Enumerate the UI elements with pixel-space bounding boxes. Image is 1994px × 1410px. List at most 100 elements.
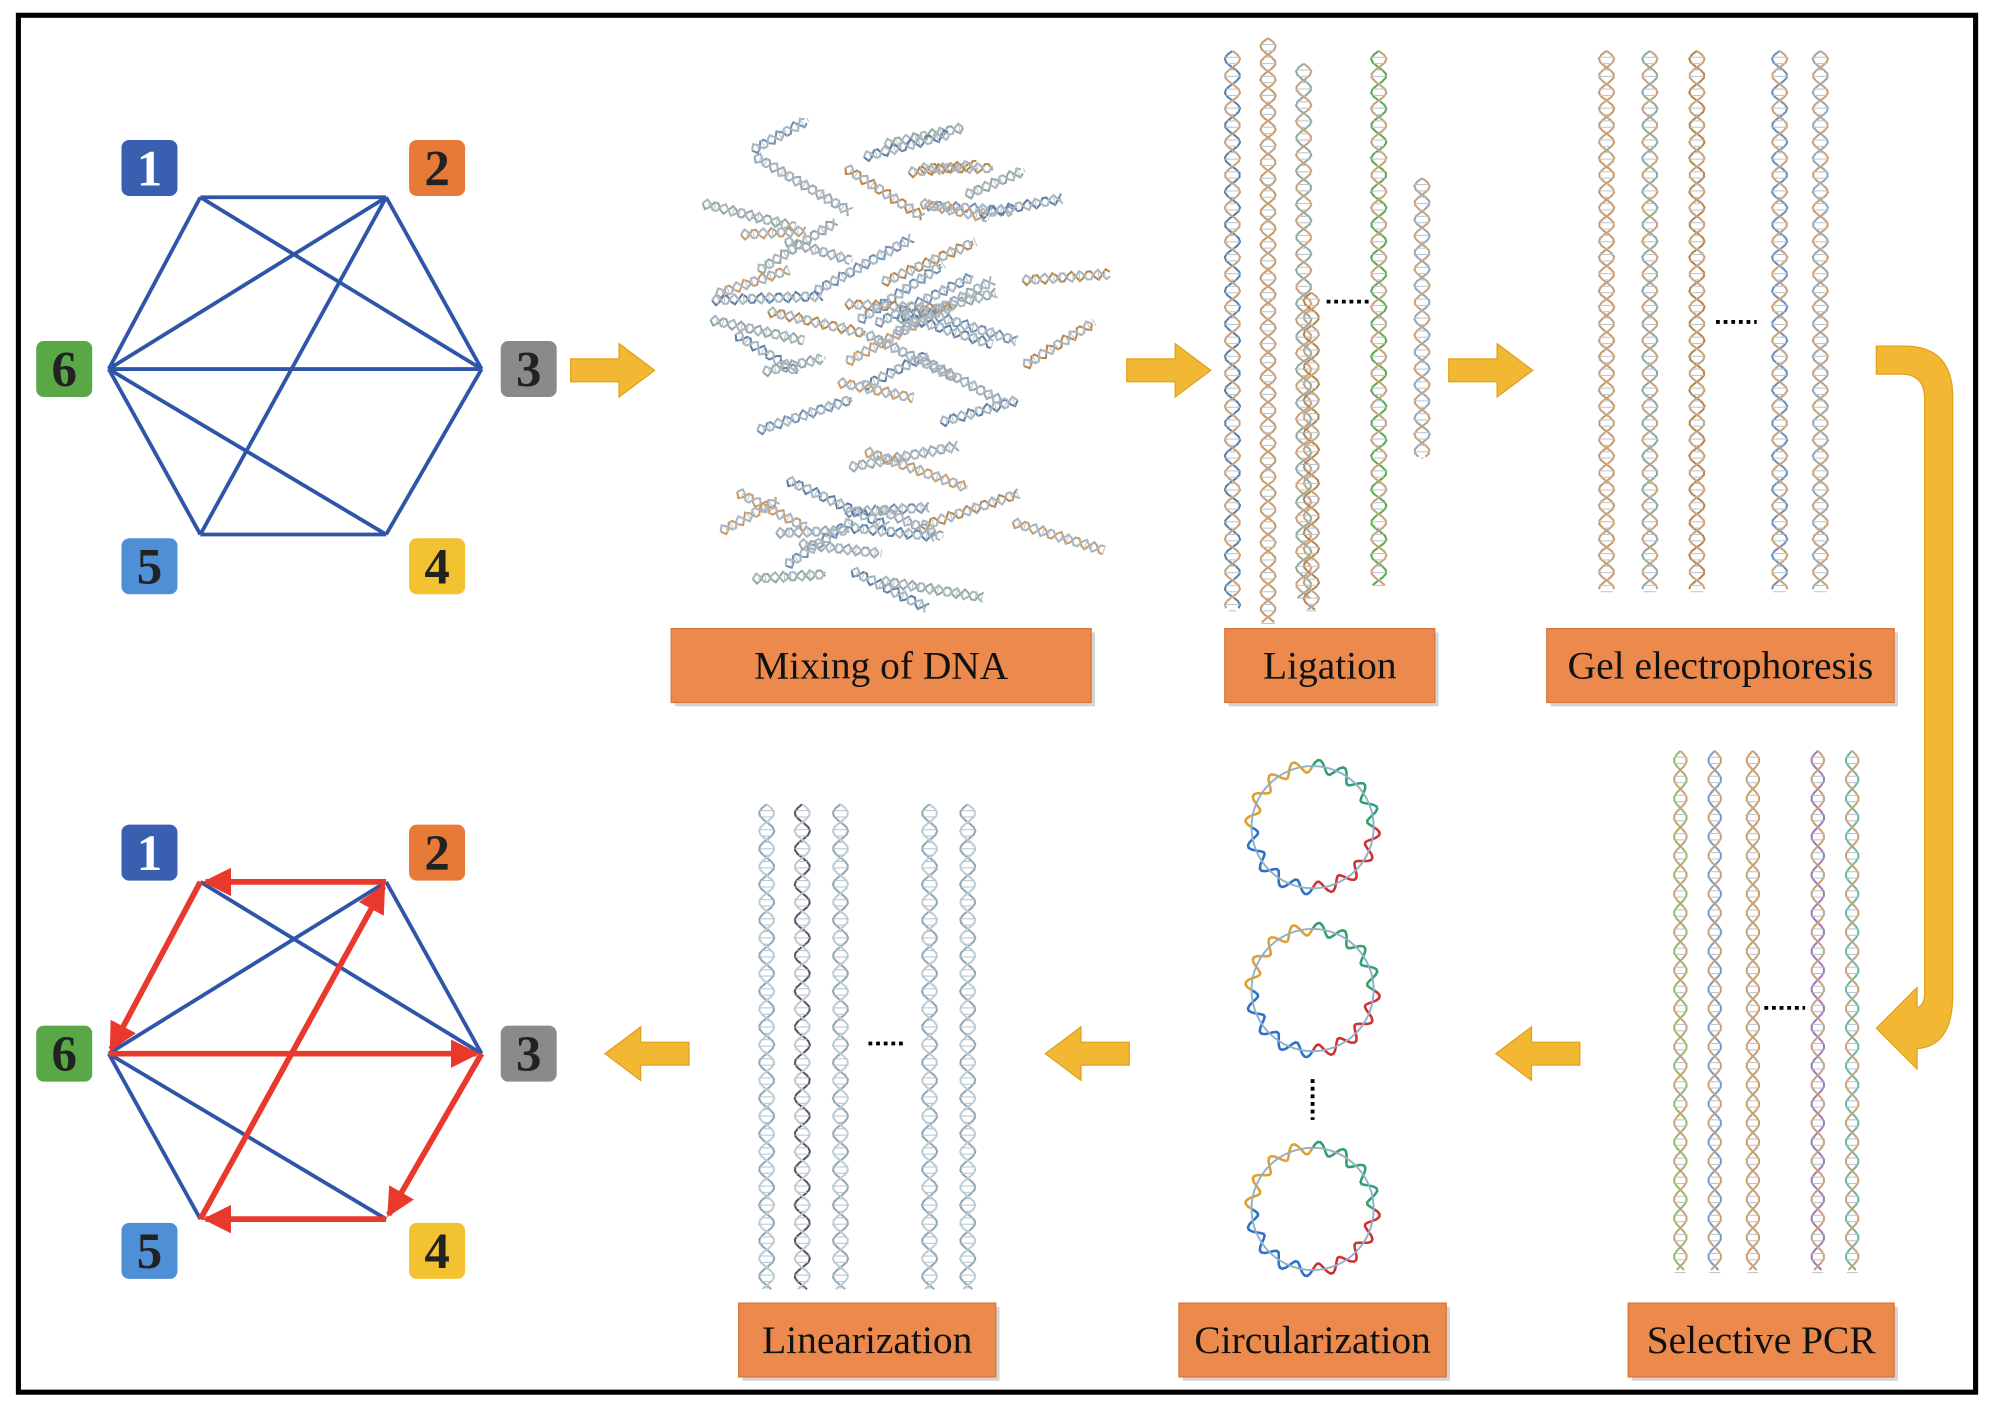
dna-rung [928, 309, 933, 320]
dna-rung [780, 365, 783, 371]
dna-rung [974, 210, 979, 221]
dna-rung [912, 599, 916, 604]
dna-rung [949, 589, 952, 595]
dna-rung [740, 491, 746, 499]
dna-rung [750, 342, 754, 347]
dna-rung [822, 406, 825, 411]
dna-rung [959, 292, 966, 302]
dna-rung [823, 544, 826, 549]
dna-rung [791, 314, 794, 320]
dna-rung [1091, 318, 1097, 326]
dna-rung [796, 178, 802, 186]
dna-rung [861, 548, 864, 554]
dna-strand [939, 398, 1019, 428]
dna-rung [792, 360, 796, 370]
dna-rung [768, 499, 774, 509]
dna-rung [902, 284, 910, 294]
dna-rung [908, 237, 912, 242]
node-box [121, 824, 178, 881]
dna-rung [781, 249, 789, 259]
dna-rung [844, 256, 847, 262]
decoration [701, 37, 1860, 1290]
dna-rung [758, 501, 762, 506]
dna-rung [954, 444, 957, 449]
dna-rung [955, 588, 959, 599]
dna-rung [790, 478, 795, 487]
dna-rung [1078, 540, 1081, 546]
directed-edge [386, 1052, 485, 1218]
dna-rung [739, 283, 742, 289]
dna-rung [856, 524, 859, 533]
node-box [36, 341, 93, 398]
dna-rung [978, 336, 982, 345]
dna-rung [743, 336, 750, 346]
dna-rung [1064, 335, 1070, 343]
dna-rung [769, 163, 773, 169]
dna-rung [816, 318, 820, 327]
dna-rung [935, 132, 940, 143]
dna-rung [907, 303, 913, 312]
dna-rung [849, 379, 853, 390]
dna-rung [910, 321, 914, 327]
dna-rung [901, 237, 907, 248]
dna-rung [929, 472, 933, 478]
dna-strand [1012, 517, 1106, 553]
dna-rung [777, 130, 783, 140]
dna-strand [894, 275, 992, 334]
dna-strand [958, 803, 977, 1290]
dna-rung [986, 390, 992, 400]
dna-rung [860, 510, 865, 519]
dna-strand [1597, 50, 1616, 590]
directed-edge [108, 880, 203, 1052]
dna-rung [1034, 198, 1038, 209]
dna-rung [971, 274, 975, 279]
dna-rung [762, 274, 767, 283]
dna-rung [781, 269, 784, 275]
dna-rung [847, 325, 851, 334]
step-label: Mixing of DNA [754, 644, 1009, 688]
dna-rung [813, 488, 819, 498]
dna-rung [976, 386, 980, 391]
dna-rung [936, 585, 940, 596]
dna-rung [827, 401, 832, 412]
dna-rung [938, 367, 944, 375]
dna-rung [752, 498, 756, 503]
dna-rung [834, 200, 840, 208]
node-box [121, 538, 178, 595]
dna-strand [1688, 50, 1706, 590]
dna-rung [808, 488, 812, 493]
dna-rung [1026, 359, 1032, 367]
dna-rung [920, 502, 922, 513]
dna-rung [802, 571, 805, 580]
dna-rung [802, 336, 806, 345]
dna-rung [928, 527, 934, 537]
dna-rung [980, 503, 983, 509]
dna-rung [937, 518, 941, 523]
dna-rung [751, 509, 757, 518]
dna-rung [888, 368, 894, 378]
dna-rung [946, 314, 951, 325]
dna-rung [928, 363, 931, 368]
flow-arrows [570, 342, 1954, 1082]
dna-rung [822, 319, 826, 330]
dna-rung [953, 317, 957, 326]
dna-rung [892, 143, 897, 154]
dna-rung [1081, 326, 1085, 332]
step-label: Ligation [1263, 644, 1397, 688]
node-box [409, 1222, 466, 1279]
dna-rung [758, 326, 762, 335]
dna-rung [803, 235, 810, 245]
dna-rung [854, 545, 858, 556]
dna-rung [843, 504, 847, 509]
dna-rung [765, 350, 771, 358]
step-box [738, 1302, 997, 1378]
dna-rung [835, 277, 839, 282]
dna-rung [981, 389, 985, 394]
dna-rung [955, 245, 960, 254]
dna-rung [947, 442, 951, 453]
dna-strand [1021, 268, 1111, 285]
dna-rung [855, 383, 858, 389]
dna-rung [964, 274, 970, 284]
dna-rung [783, 331, 787, 342]
